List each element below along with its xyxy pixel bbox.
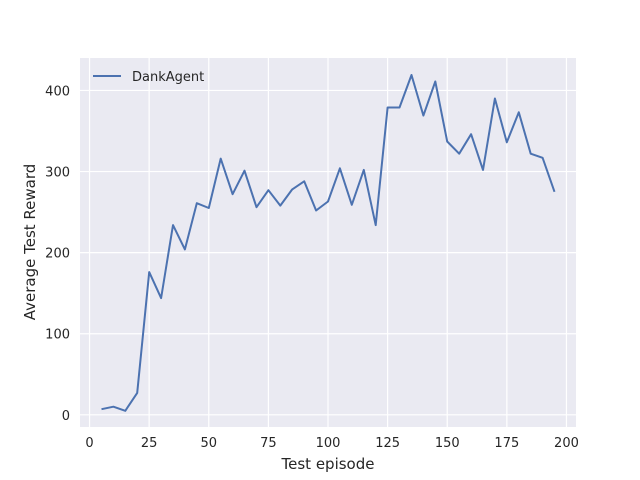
y-tick-label: 0	[62, 409, 70, 424]
y-tick-labels: 0 100 200 300 400	[45, 84, 70, 423]
y-tick-label: 100	[45, 328, 70, 343]
x-tick-labels: 0 25 50 75 100 125 150 175 200	[85, 436, 578, 451]
x-tick-label: 175	[494, 436, 519, 451]
y-tick-label: 400	[45, 84, 70, 99]
x-tick-label: 50	[200, 436, 217, 451]
x-axis-label: Test episode	[281, 455, 375, 473]
y-axis-label: Average Test Reward	[21, 164, 39, 321]
x-tick-label: 25	[141, 436, 158, 451]
series-line-dankagent	[101, 74, 556, 412]
x-tick-label: 75	[260, 436, 277, 451]
x-tick-label: 125	[375, 436, 400, 451]
x-tick-label: 0	[85, 436, 93, 451]
y-tick-label: 300	[45, 166, 70, 181]
x-tick-label: 150	[435, 436, 460, 451]
series-group	[101, 74, 556, 412]
legend-label-dankagent: DankAgent	[132, 70, 204, 85]
y-tick-label: 200	[45, 247, 70, 262]
legend: DankAgent	[93, 70, 204, 85]
grid-lines	[80, 58, 576, 427]
x-tick-label: 100	[316, 436, 341, 451]
x-tick-label: 200	[554, 436, 579, 451]
